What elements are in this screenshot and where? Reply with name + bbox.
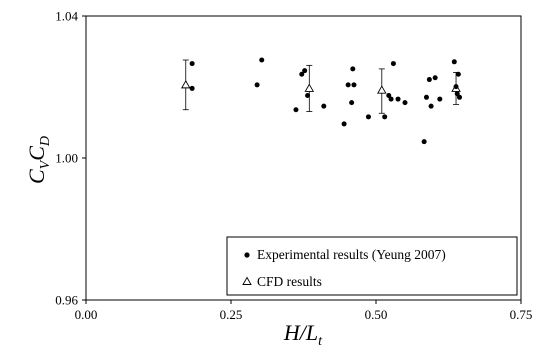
experimental-point bbox=[349, 100, 355, 106]
cfd-triangle-marker bbox=[180, 79, 191, 89]
data-marks bbox=[180, 57, 463, 145]
experimental-point bbox=[299, 71, 305, 77]
experimental-point bbox=[457, 94, 463, 100]
experimental-point bbox=[293, 107, 299, 113]
experimental-point bbox=[302, 68, 308, 74]
experimental-point bbox=[432, 75, 438, 81]
experimental-point bbox=[351, 82, 357, 88]
cfd-point bbox=[377, 68, 387, 114]
experimental-point bbox=[437, 96, 443, 102]
experimental-point bbox=[453, 84, 459, 90]
legend-label-cfd: CFD results bbox=[257, 274, 322, 289]
legend-marker-cfd bbox=[242, 276, 252, 285]
experimental-point bbox=[345, 82, 351, 88]
cfd-triangle-marker bbox=[377, 85, 387, 94]
legend-label-experimental: Experimental results (Yeung 2007) bbox=[257, 247, 446, 262]
experimental-point bbox=[388, 96, 394, 102]
experimental-point bbox=[455, 71, 461, 77]
y-tick-label: 1.04 bbox=[55, 9, 78, 24]
experimental-point bbox=[382, 114, 388, 120]
cfd-point bbox=[180, 59, 191, 111]
y-tick-label: 1.00 bbox=[55, 151, 78, 166]
axes: 0.00 0.25 0.50 0.75 0.96 1.00 1.04 bbox=[55, 9, 532, 323]
x-axis-title: H/Lt bbox=[283, 320, 323, 349]
experimental-point bbox=[454, 91, 460, 97]
legend: Experimental results (Yeung 2007) CFD re… bbox=[226, 236, 518, 296]
experimental-point bbox=[365, 114, 371, 120]
experimental-point bbox=[254, 82, 260, 88]
x-tick-label: 0.75 bbox=[510, 307, 533, 322]
x-tick-label: 0.00 bbox=[75, 307, 98, 322]
experimental-point bbox=[189, 85, 195, 91]
experimental-point bbox=[341, 121, 347, 127]
experimental-point bbox=[189, 61, 195, 67]
x-tick-label: 0.25 bbox=[220, 307, 243, 322]
experimental-point bbox=[350, 66, 356, 72]
experimental-point bbox=[451, 59, 457, 65]
experimental-point bbox=[421, 139, 427, 145]
experimental-point bbox=[386, 93, 392, 99]
y-tick-label: 0.96 bbox=[55, 293, 78, 308]
cfd-triangle-marker bbox=[304, 83, 315, 92]
cfd-point bbox=[304, 64, 315, 112]
legend-box bbox=[226, 236, 518, 296]
legend-marker-experimental bbox=[244, 252, 250, 258]
experimental-point bbox=[305, 93, 311, 99]
experimental-point bbox=[259, 57, 265, 63]
y-axis-title: CVCD bbox=[24, 136, 53, 184]
experimental-point bbox=[402, 100, 408, 106]
experimental-point bbox=[395, 96, 401, 102]
experimental-point bbox=[321, 103, 327, 109]
experimental-point bbox=[428, 103, 434, 109]
experimental-point bbox=[390, 61, 396, 67]
x-tick-label: 0.50 bbox=[365, 307, 388, 322]
experimental-point bbox=[426, 77, 432, 83]
experimental-point bbox=[423, 94, 429, 100]
